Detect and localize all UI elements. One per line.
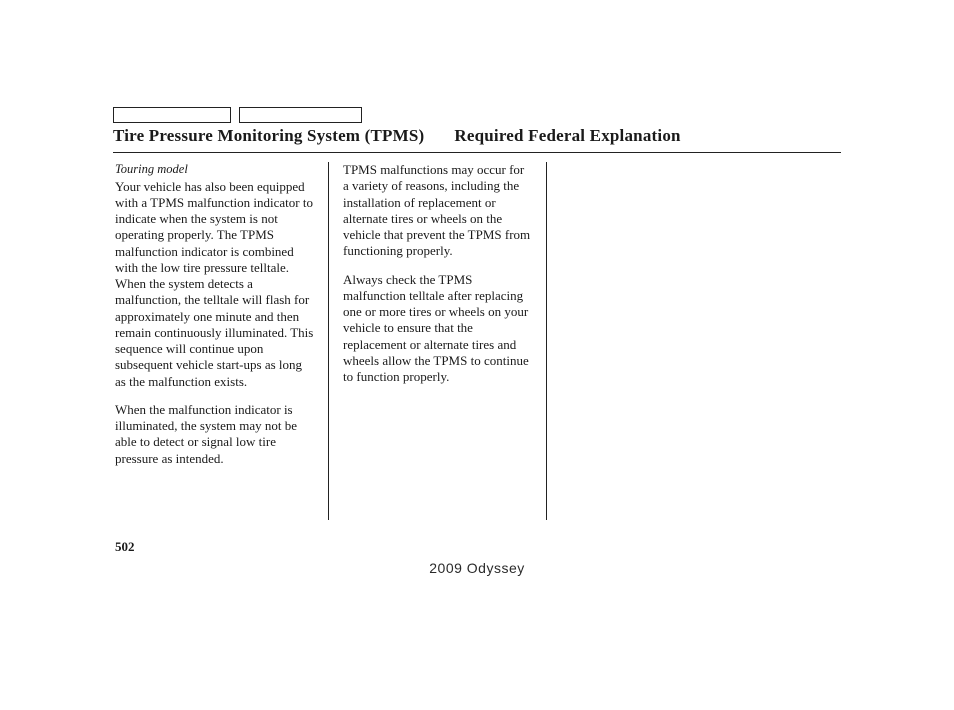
- tab-box-row: [113, 107, 362, 123]
- header-title-right: Required Federal Explanation: [454, 126, 680, 145]
- col1-paragraph-2: When the malfunction indicator is illumi…: [115, 402, 314, 467]
- content-columns: Touring model Your vehicle has also been…: [113, 162, 764, 520]
- page-number: 502: [115, 539, 135, 555]
- manual-page: Tire Pressure Monitoring System (TPMS) R…: [0, 0, 954, 710]
- tab-box-1: [113, 107, 231, 123]
- model-note: Touring model: [115, 162, 314, 178]
- column-3: [546, 162, 764, 520]
- page-header: Tire Pressure Monitoring System (TPMS) R…: [113, 126, 841, 153]
- col2-paragraph-2: Always check the TPMS malfunction tellta…: [343, 272, 532, 386]
- column-1: Touring model Your vehicle has also been…: [113, 162, 328, 520]
- footer-model-year: 2009 Odyssey: [0, 560, 954, 576]
- header-title-left: Tire Pressure Monitoring System (TPMS): [113, 126, 424, 145]
- col2-paragraph-1: TPMS malfunctions may occur for a variet…: [343, 162, 532, 260]
- col1-paragraph-1: Your vehicle has also been equipped with…: [115, 179, 314, 390]
- tab-box-2: [239, 107, 362, 123]
- column-2: TPMS malfunctions may occur for a variet…: [328, 162, 546, 520]
